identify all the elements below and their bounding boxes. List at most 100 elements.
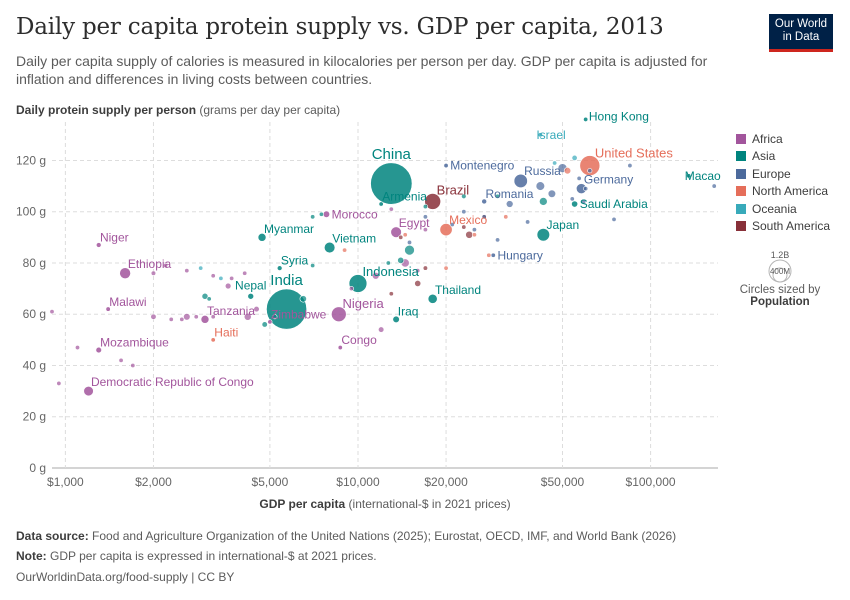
y-axis-label-rest: (grams per day per capita) xyxy=(199,103,341,117)
point-syria xyxy=(276,265,283,271)
data-point xyxy=(422,214,428,220)
data-point xyxy=(229,275,235,281)
data-point xyxy=(539,197,548,206)
chart-subtitle: Daily per capita supply of calories is m… xyxy=(16,53,708,87)
footer-url[interactable]: OurWorldinData.org/food-supply | CC BY xyxy=(16,570,235,584)
data-point xyxy=(243,312,252,321)
legend-swatch xyxy=(736,133,746,144)
data-point xyxy=(224,282,232,290)
point-malawi xyxy=(105,306,111,312)
legend-item-north-america[interactable]: North America xyxy=(736,183,830,201)
point-label: United States xyxy=(595,146,674,161)
point-china xyxy=(370,162,413,205)
point-label: Hong Kong xyxy=(589,110,649,124)
data-point xyxy=(299,295,307,303)
point-israel xyxy=(537,132,543,138)
data-point xyxy=(547,189,556,198)
y-tick-label: 100 g xyxy=(16,205,46,219)
point-label: Montenegro xyxy=(450,159,514,173)
point-iraq xyxy=(392,315,400,323)
point-armenia xyxy=(378,201,384,207)
point-thailand xyxy=(427,293,438,304)
x-tick-label: $10,000 xyxy=(336,475,380,489)
data-point xyxy=(422,204,428,210)
point-label: Indonesia xyxy=(362,264,419,279)
point-label: Zimbabwe xyxy=(271,308,327,322)
point-hong-kong xyxy=(583,116,589,122)
data-point xyxy=(310,263,316,269)
data-point xyxy=(218,275,224,281)
point-morocco xyxy=(322,210,330,218)
data-point xyxy=(385,260,391,266)
x-tick-label: $50,000 xyxy=(541,475,585,489)
point-label: Russia xyxy=(524,164,561,178)
point-label: Japan xyxy=(546,218,579,232)
size-legend-circles: 1.2B 400M xyxy=(768,250,792,283)
point-label: Myanmar xyxy=(264,222,314,236)
legend-swatch xyxy=(736,151,746,162)
data-point xyxy=(535,181,545,191)
y-tick-label: 120 g xyxy=(16,153,46,167)
legend-item-asia[interactable]: Asia xyxy=(736,148,830,166)
size-legend-small: 400M xyxy=(770,267,790,276)
point-nigeria xyxy=(331,306,347,322)
point-label: Saudi Arabia xyxy=(580,197,648,211)
data-point xyxy=(569,196,575,202)
chart-title: Daily per capita protein supply vs. GDP … xyxy=(16,14,664,40)
point-united-states xyxy=(579,155,601,176)
point-democratic-republic-of-congo xyxy=(83,385,94,397)
point-label: China xyxy=(372,146,412,163)
data-point xyxy=(74,345,80,351)
point-haiti xyxy=(210,337,216,343)
point-label: Democratic Republic of Congo xyxy=(91,375,254,389)
data-point xyxy=(404,244,415,256)
legend-item-europe[interactable]: Europe xyxy=(736,165,830,183)
legend-swatch xyxy=(736,203,746,214)
data-point xyxy=(415,268,421,274)
point-niger xyxy=(95,242,102,248)
point-japan xyxy=(536,228,550,242)
data-point xyxy=(371,272,380,280)
legend-item-oceania[interactable]: Oceania xyxy=(736,200,830,218)
x-axis-label-bold: GDP per capita xyxy=(259,497,346,511)
data-point xyxy=(461,209,467,215)
point-egypt xyxy=(390,226,402,238)
data-point xyxy=(398,234,404,240)
point-romania xyxy=(481,198,487,205)
x-axis-label-rest: (international-$ in 2021 prices) xyxy=(348,497,511,511)
data-point xyxy=(193,314,199,320)
data-point xyxy=(627,163,633,169)
data-point xyxy=(272,314,278,320)
point-label: Haiti xyxy=(214,326,238,340)
point-hungary xyxy=(490,252,496,258)
data-point xyxy=(443,265,449,271)
point-mexico xyxy=(439,223,453,237)
data-point xyxy=(150,313,157,320)
data-point xyxy=(471,232,477,238)
data-point xyxy=(711,183,717,189)
logo-line-1: Our World xyxy=(774,18,828,30)
data-point xyxy=(348,286,354,292)
point-myanmar xyxy=(257,233,267,242)
legend-item-africa[interactable]: Africa xyxy=(736,130,830,148)
point-label: Egypt xyxy=(399,216,430,230)
data-point xyxy=(150,270,157,276)
data-point xyxy=(388,291,394,297)
data-point xyxy=(611,216,617,222)
grid-layer: 0 g 20 g 40 g 60 g 80 g 100 g 120 g $1,000 $2,00… xyxy=(16,122,718,489)
owid-logo[interactable]: Our World in Data xyxy=(769,14,833,52)
data-point xyxy=(563,167,572,175)
data-point xyxy=(461,193,467,200)
point-label: Nigeria xyxy=(343,296,385,311)
data-point xyxy=(465,230,474,239)
data-point xyxy=(261,321,268,328)
point-russia xyxy=(513,173,528,188)
y-axis-label-bold: Daily protein supply per person xyxy=(16,103,197,117)
data-point xyxy=(407,239,413,245)
legend-item-south-america[interactable]: South America xyxy=(736,218,830,236)
y-tick-label: 20 g xyxy=(23,410,46,424)
data-point xyxy=(486,252,492,258)
point-label: Iraq xyxy=(398,304,419,318)
point-label: Ethiopia xyxy=(128,257,172,271)
